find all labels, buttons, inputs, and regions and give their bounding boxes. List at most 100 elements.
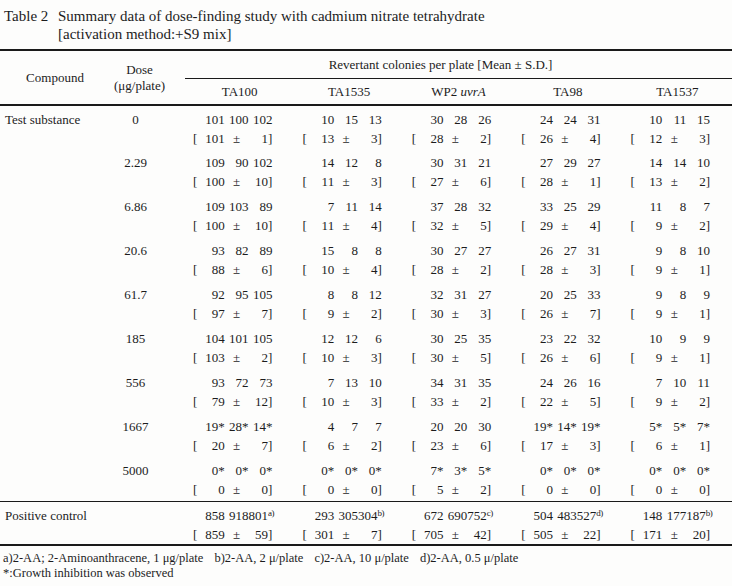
strain-data-cell: 343135[33±2]: [404, 369, 513, 413]
plate-count-value: 31: [444, 373, 468, 392]
footnote-entry: c)2-AA, 10 μ/plate: [314, 551, 409, 565]
mean-value: [26: [521, 129, 553, 148]
mean-sd-line: [23±6]: [412, 436, 491, 455]
summary-data-table: Compound Dose (μg/plate) Revertant colon…: [0, 49, 732, 546]
mean-sd-line: [97±7]: [193, 304, 272, 323]
open-bracket: [: [302, 392, 306, 411]
plate-counts: 12126: [302, 329, 381, 348]
plus-minus-sign: ±: [662, 525, 686, 544]
open-bracket: [: [631, 304, 635, 323]
plate-count-value: 305: [334, 506, 358, 525]
mean-sd-line: [11±3]: [302, 172, 381, 191]
mean-number: 17: [540, 436, 553, 455]
mean-value: [20: [193, 436, 225, 455]
plate-count-value: 14: [358, 197, 382, 216]
plate-count-value: 7: [358, 417, 382, 436]
mean-sd-line: [0±0]: [302, 480, 381, 499]
compound-label: [0, 457, 110, 501]
plus-minus-sign: ±: [334, 216, 358, 235]
plate-count-value: 0*: [225, 461, 249, 480]
open-bracket: [: [412, 304, 416, 323]
mean-number: 30: [431, 348, 444, 367]
plate-count-value: 26: [553, 373, 577, 392]
open-bracket: [: [412, 436, 416, 455]
sd-value: 3]: [358, 348, 382, 367]
mean-sd-line: [29±4]: [521, 216, 600, 235]
mean-sd-line: [22±5]: [521, 392, 600, 411]
compound-label: [0, 193, 110, 237]
plate-count-value: 7*: [412, 461, 444, 480]
plate-count-value: 8: [662, 197, 686, 216]
footnote-entry: b)2-AA, 2 μ/plate: [214, 551, 303, 565]
plate-count-value: 5*: [662, 417, 686, 436]
plate-counts: 148177187b): [631, 506, 710, 525]
plate-count-value: 20: [412, 417, 444, 436]
mean-sd-line: [0±0]: [521, 480, 600, 499]
plate-count-value: 4: [302, 417, 334, 436]
mean-value: [9: [302, 304, 334, 323]
mean-value: [505: [521, 525, 553, 544]
dose-row: Test substance0101100102[101±1]101513[13…: [0, 105, 732, 149]
plate-count-value: 7: [631, 373, 663, 392]
mean-value: [0: [193, 480, 225, 499]
compound-label: [0, 369, 110, 413]
strain-data-cell: 10910389[100±10]: [185, 193, 294, 237]
sd-value: 7]: [577, 304, 601, 323]
mean-value: [9: [631, 348, 663, 367]
plate-count-value: 7: [302, 197, 334, 216]
plate-count-value: 0*: [686, 461, 710, 480]
open-bracket: [: [302, 348, 306, 367]
mean-value: [5: [412, 480, 444, 499]
dose-value: 2.29: [110, 149, 185, 193]
plate-counts: 1588: [302, 241, 381, 260]
column-header-strain: WP2 uvrA: [404, 79, 513, 106]
plate-counts: 672690752c): [412, 506, 491, 525]
open-bracket: [: [521, 216, 525, 235]
mean-sd-line: [30±3]: [412, 304, 491, 323]
plate-count-value: 11: [334, 197, 358, 216]
plate-count-value: 13: [358, 110, 382, 129]
plate-counts: 302826: [412, 110, 491, 129]
plate-count-value: 10: [631, 110, 663, 129]
mean-number: 505: [533, 525, 553, 544]
plate-count-value: 7*: [686, 417, 710, 436]
mean-sd-line: [13±3]: [302, 129, 381, 148]
open-bracket: [: [193, 172, 197, 191]
mean-sd-line: [26±4]: [521, 129, 600, 148]
sd-value: 1]: [686, 260, 710, 279]
open-bracket: [: [521, 260, 525, 279]
plate-counts: 5*5*7*: [631, 417, 710, 436]
open-bracket: [: [521, 348, 525, 367]
compound-label: [0, 149, 110, 193]
mean-sd-line: [0±0]: [631, 480, 710, 499]
sd-value: 7]: [249, 304, 273, 323]
sd-value: 3]: [358, 172, 382, 191]
open-bracket: [: [302, 260, 306, 279]
sd-value: 3]: [467, 304, 491, 323]
plus-minus-sign: ±: [553, 216, 577, 235]
open-bracket: [: [631, 260, 635, 279]
plate-count-value: 10: [302, 110, 334, 129]
table-title-block: Table 2 Summary data of dose-finding stu…: [0, 0, 732, 43]
plate-count-value: 7: [686, 197, 710, 216]
plate-count-value: 32: [577, 329, 601, 348]
plate-count-value: 5*: [467, 461, 491, 480]
strain-data-cell: 858918801a)[859±59]: [185, 501, 294, 545]
plate-count-value: 25: [553, 197, 577, 216]
plus-minus-sign: ±: [334, 525, 358, 544]
footnote-marker: b): [377, 508, 384, 518]
plate-count-value: 9: [686, 285, 710, 304]
plus-minus-sign: ±: [662, 436, 686, 455]
open-bracket: [: [412, 216, 416, 235]
mean-sd-line: [10±3]: [302, 392, 381, 411]
dose-row: 61.79295105[97±7]8812[9±2]323127[30±3]20…: [0, 281, 732, 325]
mean-sd-line: [171±20]: [631, 525, 710, 544]
plate-count-value: 8: [334, 285, 358, 304]
plus-minus-sign: ±: [553, 525, 577, 544]
plate-count-value: 12: [334, 329, 358, 348]
mean-number: 97: [212, 304, 225, 323]
plate-count-value: 101: [193, 110, 225, 129]
plate-count-value: 101: [225, 329, 249, 348]
dose-value: 1667: [110, 413, 185, 457]
plus-minus-sign: ±: [444, 304, 468, 323]
